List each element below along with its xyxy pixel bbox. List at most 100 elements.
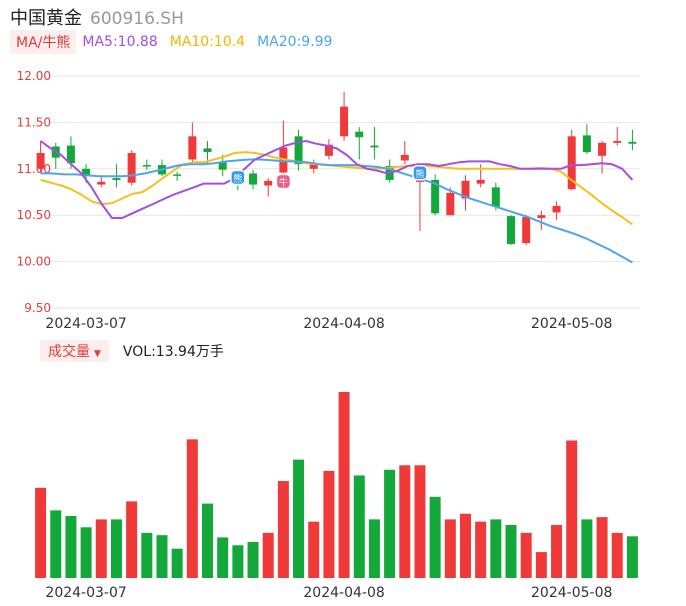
candle-body bbox=[431, 179, 440, 214]
volume-bar bbox=[141, 532, 153, 578]
price-date-label: 2024-05-08 bbox=[531, 316, 612, 332]
volume-bar bbox=[444, 519, 456, 578]
volume-bar bbox=[80, 527, 92, 578]
candle-body bbox=[400, 154, 409, 161]
candle-body bbox=[66, 145, 75, 164]
price-tick-label: 12.00 bbox=[17, 69, 51, 83]
candle-body bbox=[309, 164, 318, 169]
candle-body bbox=[461, 180, 470, 199]
volume-bar bbox=[156, 535, 168, 578]
volume-legend: 成交量 ▼ VOL:13.94万手 bbox=[40, 340, 224, 362]
volume-bar bbox=[611, 532, 623, 578]
candle-body bbox=[82, 168, 91, 176]
volume-bar bbox=[202, 503, 214, 578]
candle-body bbox=[294, 136, 303, 165]
candle-body bbox=[552, 205, 561, 213]
stock-name: 中国黄金 bbox=[10, 8, 82, 29]
caret-down-icon: ▼ bbox=[94, 349, 101, 359]
marker-label: 牛 bbox=[279, 176, 288, 188]
volume-bar bbox=[338, 392, 350, 578]
price-tick-label: 10.50 bbox=[17, 208, 51, 222]
candle-body bbox=[415, 179, 424, 182]
volume-bar bbox=[505, 525, 517, 578]
volume-bar bbox=[353, 475, 365, 578]
volume-bar bbox=[490, 519, 502, 578]
volume-bar bbox=[262, 532, 274, 578]
volume-bar bbox=[247, 541, 259, 578]
ma20-line bbox=[40, 158, 633, 264]
price-tick-label: 9.50 bbox=[24, 301, 51, 315]
volume-bar bbox=[520, 532, 532, 578]
volume-bar bbox=[186, 439, 198, 578]
volume-bar bbox=[459, 513, 471, 578]
volume-bar bbox=[626, 536, 638, 578]
volume-bar bbox=[308, 521, 320, 578]
volume-bar bbox=[399, 465, 411, 578]
candle-body bbox=[613, 140, 622, 143]
ma-legend: MA/牛熊 MA5:10.88 MA10:10.4 MA20:9.99 bbox=[10, 30, 344, 54]
candle-body bbox=[218, 162, 227, 170]
volume-date-label: 2024-04-08 bbox=[303, 585, 384, 601]
candle-body bbox=[173, 174, 182, 176]
volume-indicator-selector[interactable]: 成交量 ▼ bbox=[40, 340, 109, 362]
candle-body bbox=[188, 136, 197, 160]
marker-label: 熊 bbox=[415, 168, 424, 180]
volume-bar bbox=[110, 519, 122, 578]
volume-bar bbox=[581, 519, 593, 578]
price-tick-label: 10.00 bbox=[17, 255, 51, 269]
volume-bar bbox=[368, 519, 380, 578]
ma20-legend: MA20:9.99 bbox=[257, 34, 333, 50]
candle-body bbox=[522, 217, 531, 244]
volume-date-label: 2024-05-08 bbox=[531, 585, 612, 601]
volume-bar bbox=[217, 537, 229, 578]
volume-bar bbox=[596, 517, 608, 578]
volume-bar bbox=[95, 519, 107, 578]
stock-code: 600916.SH bbox=[90, 9, 184, 29]
candle-body bbox=[324, 144, 333, 156]
volume-bar bbox=[551, 525, 563, 578]
candle-body bbox=[476, 179, 485, 184]
candle-body bbox=[537, 215, 546, 218]
volume-bar bbox=[277, 481, 289, 578]
ma10-legend: MA10:10.4 bbox=[169, 34, 246, 50]
candle-body bbox=[264, 180, 273, 186]
volume-date-label: 2024-03-07 bbox=[45, 585, 126, 601]
volume-bar bbox=[232, 545, 244, 578]
candle-body bbox=[355, 131, 364, 138]
bear-marker-icon bbox=[412, 165, 428, 181]
volume-bar bbox=[171, 548, 183, 578]
candle-body bbox=[36, 153, 45, 169]
candle-body bbox=[370, 145, 379, 148]
candle-body bbox=[112, 178, 121, 180]
volume-bar bbox=[429, 496, 441, 578]
volume-bar bbox=[535, 552, 547, 578]
candle-body bbox=[567, 136, 576, 190]
volume-bar bbox=[293, 459, 305, 578]
candle-body bbox=[142, 165, 151, 167]
volume-bar bbox=[475, 521, 487, 578]
ma5-legend: MA5:10.88 bbox=[82, 34, 158, 50]
candle-body bbox=[97, 181, 106, 185]
ma5-line bbox=[40, 140, 634, 219]
candle-body bbox=[628, 141, 637, 144]
candle-body bbox=[127, 153, 136, 183]
volume-bar bbox=[126, 501, 138, 578]
candle-body bbox=[340, 106, 349, 137]
volume-bar bbox=[384, 469, 396, 578]
volume-bar bbox=[414, 465, 426, 578]
volume-bar bbox=[35, 487, 47, 578]
price-date-label: 2024-03-07 bbox=[45, 316, 126, 332]
volume-readout: VOL:13.94万手 bbox=[122, 344, 224, 360]
volume-bar bbox=[65, 516, 77, 578]
candle-body bbox=[598, 142, 607, 156]
bear-marker-icon bbox=[230, 169, 246, 186]
ma-indicator-selector[interactable]: MA/牛熊 bbox=[10, 30, 77, 54]
candle-body bbox=[491, 187, 500, 207]
price-tick-label: 11.50 bbox=[17, 115, 51, 129]
price-date-label: 2024-04-08 bbox=[303, 316, 384, 332]
volume-bar bbox=[566, 440, 578, 578]
candle-body bbox=[249, 173, 258, 185]
marker-label: 熊 bbox=[233, 172, 242, 184]
candle-body bbox=[203, 148, 212, 153]
